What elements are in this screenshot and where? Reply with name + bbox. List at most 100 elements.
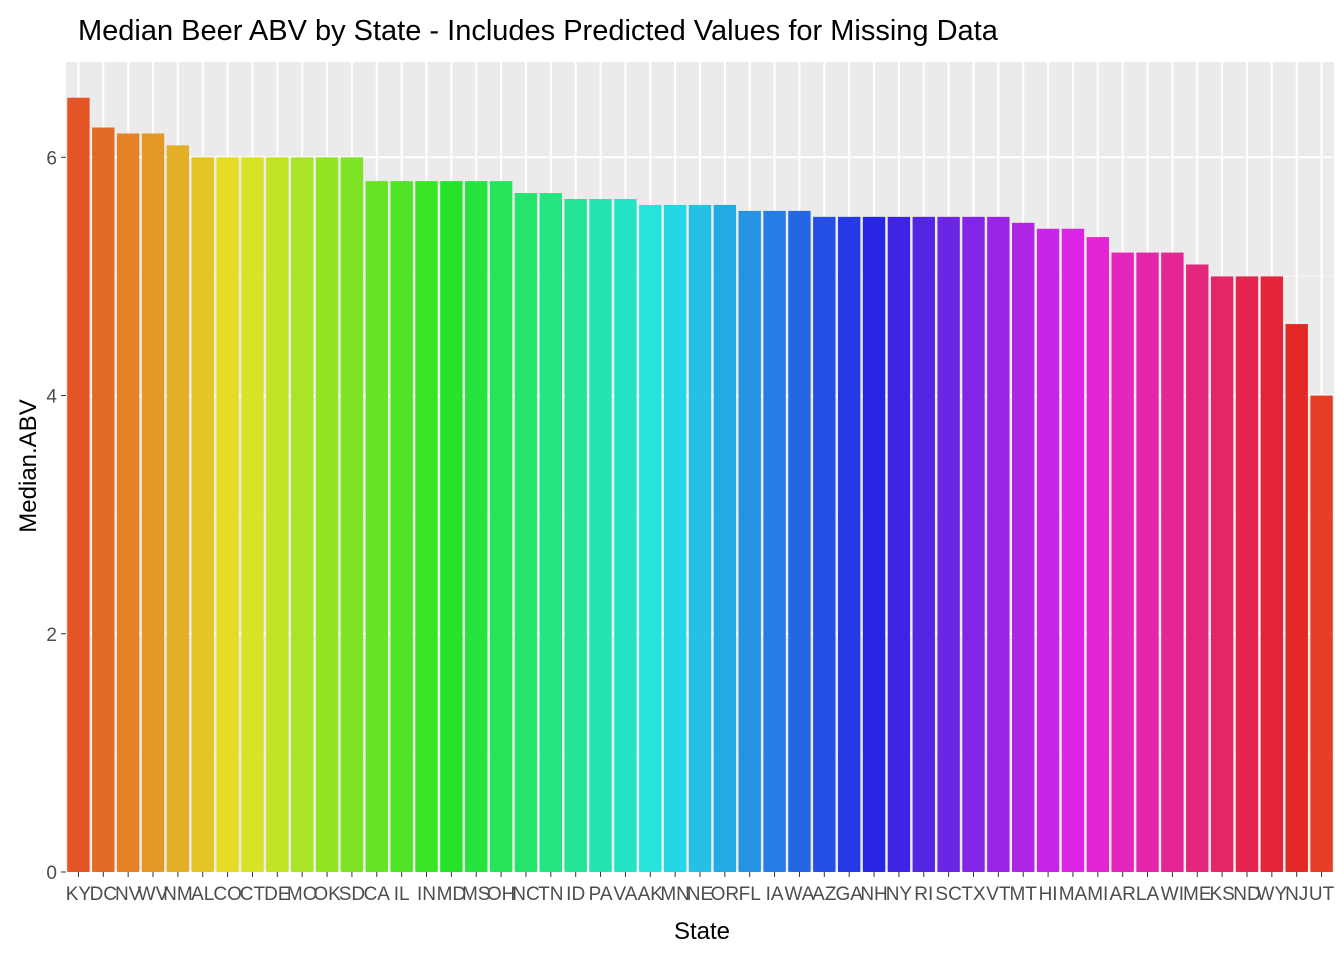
bar-sd (340, 157, 364, 872)
bar-nv (116, 133, 140, 872)
x-tick-label-in: IN (417, 884, 436, 905)
x-tick-label-la: LA (1136, 884, 1160, 905)
bar-va (614, 198, 637, 872)
x-tick-label-sd: SD (339, 884, 365, 905)
x-tick-label-oh: OH (487, 884, 516, 905)
bar-dc (92, 127, 115, 872)
x-tick-label-pa: PA (589, 884, 613, 905)
bar-me (1186, 264, 1209, 872)
bar-ms (465, 181, 488, 872)
bar-ak (639, 204, 662, 873)
bar-ok (315, 157, 339, 872)
x-tick-label-de: DE (264, 884, 290, 905)
x-tick-label-sc: SC (935, 884, 961, 905)
x-tick-label-ca: CA (364, 884, 391, 905)
bar-sc (937, 216, 960, 873)
x-tick-label-vt: VT (986, 884, 1011, 905)
bar-de (266, 157, 289, 872)
x-tick-label-ky: KY (66, 884, 92, 905)
x-tick-label-nm: NM (163, 884, 193, 905)
x-tick-label-ks: KS (1209, 884, 1234, 905)
bar-nd (1235, 276, 1259, 873)
bar-tn (539, 193, 563, 872)
bar-md (440, 181, 463, 872)
y-axis-title: Median.ABV (15, 399, 42, 532)
bar-co (216, 157, 239, 872)
y-tick-label: 6 (46, 148, 57, 169)
bar-id (564, 198, 587, 872)
bar-oh (489, 181, 513, 872)
bar-tx (962, 216, 985, 873)
x-tick-label-hi: HI (1039, 884, 1058, 905)
bar-ia (763, 210, 786, 872)
x-tick-label-ga: GA (835, 884, 863, 905)
bar-ut (1310, 395, 1333, 872)
x-tick-label-va: VA (613, 884, 637, 905)
x-tick-label-ut: UT (1309, 884, 1335, 905)
x-tick-label-ct: CT (240, 884, 266, 905)
x-tick-label-il: IL (394, 884, 410, 905)
bar-ga (837, 216, 861, 873)
x-tick-label-tn: TN (538, 884, 563, 905)
bar-vt (987, 216, 1010, 873)
bar-fl (738, 210, 761, 872)
x-tick-label-tx: TX (961, 884, 986, 905)
bar-wa (788, 210, 811, 872)
x-tick-label-mn: MN (660, 884, 690, 905)
bar-hi (1036, 228, 1060, 872)
y-tick-label: 2 (46, 625, 57, 646)
x-tick-label-mo: MO (287, 884, 318, 905)
x-tick-label-ak: AK (638, 884, 664, 905)
x-tick-label-wi: WI (1161, 884, 1184, 905)
x-tick-label-me: ME (1183, 884, 1212, 905)
bar-ri (912, 216, 935, 873)
bar-ky (67, 97, 90, 872)
bar-wi (1161, 252, 1184, 872)
bar-nh (862, 216, 886, 873)
bar-nj (1285, 324, 1308, 872)
bar-in (415, 181, 438, 872)
x-tick-label-al: AL (191, 884, 214, 905)
bar-mo (291, 157, 314, 872)
bar-ar (1111, 252, 1134, 872)
x-tick-label-md: MD (437, 884, 467, 905)
bar-ca (365, 181, 388, 872)
x-tick-label-co: CO (213, 884, 242, 905)
x-tick-label-id: ID (566, 884, 585, 905)
bar-wv (141, 133, 165, 872)
x-tick-label-ne: NE (687, 884, 713, 905)
x-tick-label-nh: NH (860, 884, 887, 905)
y-tick-label: 0 (46, 863, 57, 884)
bar-nc (514, 193, 538, 872)
bar-ct (241, 157, 264, 872)
x-tick-label-ri: RI (914, 884, 933, 905)
bar-ma (1061, 228, 1085, 872)
bar-ny (887, 216, 911, 873)
x-tick-label-ar: AR (1109, 884, 1135, 905)
x-tick-label-az: AZ (812, 884, 837, 905)
bar-az (813, 216, 836, 873)
x-tick-label-wy: WY (1257, 884, 1288, 905)
bar-mt (1012, 222, 1035, 872)
bar-or (713, 204, 737, 873)
bar-mi (1086, 237, 1109, 873)
x-axis-title: State (674, 918, 730, 945)
x-tick-label-or: OR (711, 884, 740, 905)
x-tick-label-ny: NY (886, 884, 913, 905)
bar-mn (663, 204, 687, 873)
bar-wy (1260, 276, 1284, 873)
x-tick-label-wv: WV (138, 884, 169, 905)
bar-nm (166, 145, 190, 873)
chart-title: Median Beer ABV by State - Includes Pred… (78, 15, 999, 47)
bar-al (191, 157, 214, 872)
bar-il (390, 181, 413, 872)
x-tick-label-mt: MT (1009, 884, 1037, 905)
x-tick-label-ma: MA (1059, 884, 1088, 905)
x-tick-label-ia: IA (766, 884, 784, 905)
x-tick-label-mi: MI (1087, 884, 1108, 905)
bar-ks (1210, 276, 1234, 873)
x-tick-label-dc: DC (90, 884, 117, 905)
x-tick-label-nc: NC (512, 884, 539, 905)
